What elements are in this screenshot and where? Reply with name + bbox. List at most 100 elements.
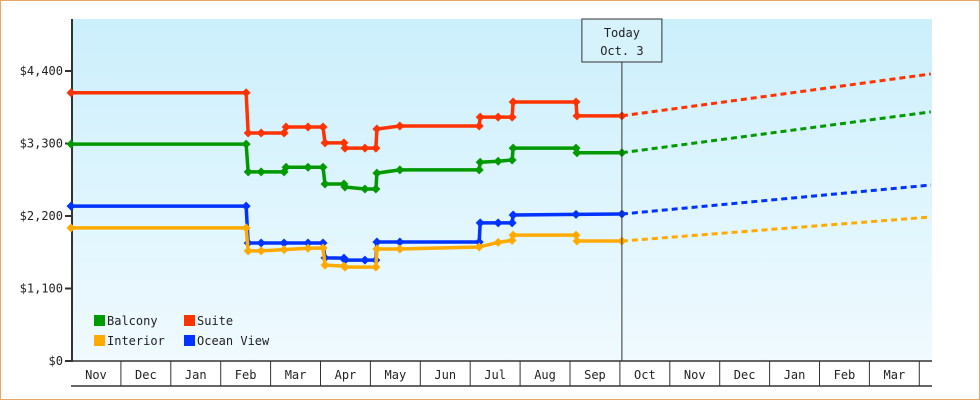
data-point xyxy=(360,184,370,194)
legend-swatch-ocean-view xyxy=(184,335,195,346)
legend-swatch-interior xyxy=(94,335,105,346)
month-label: May xyxy=(385,368,407,382)
data-point xyxy=(372,244,382,254)
data-point xyxy=(243,128,253,138)
month-label: Mar xyxy=(285,368,307,382)
data-point xyxy=(303,238,313,248)
series-suite xyxy=(66,72,931,153)
data-point xyxy=(281,162,291,172)
data-point xyxy=(66,201,76,211)
data-point xyxy=(493,156,503,166)
forecast-line xyxy=(621,183,931,216)
data-point xyxy=(372,237,382,247)
data-point xyxy=(507,235,517,245)
legend-label: Balcony xyxy=(107,314,158,328)
series-balcony xyxy=(66,110,931,194)
data-point xyxy=(340,262,350,272)
series-interior xyxy=(66,215,931,272)
month-label: Aug xyxy=(534,368,556,382)
data-point xyxy=(281,122,291,132)
month-label: Nov xyxy=(85,368,107,382)
y-tick-label: $0 xyxy=(49,354,63,368)
data-point xyxy=(572,111,582,121)
legend-label: Interior xyxy=(107,334,165,348)
data-point xyxy=(474,121,484,131)
data-point xyxy=(340,255,350,265)
y-tick-label: $2,200 xyxy=(20,209,63,223)
data-point xyxy=(256,128,266,138)
data-point xyxy=(493,112,503,122)
data-point xyxy=(371,262,381,272)
y-axis: $0 $1,100 $2,200 $3,300 $4,400 xyxy=(20,19,73,368)
data-point xyxy=(243,167,253,177)
legend-swatch-balcony xyxy=(94,315,105,326)
data-point xyxy=(66,88,76,98)
data-point xyxy=(508,210,518,220)
forecast-line xyxy=(621,110,931,155)
data-point xyxy=(318,122,328,132)
month-label: Mar xyxy=(884,368,906,382)
data-point xyxy=(360,255,370,265)
data-point xyxy=(360,143,370,153)
data-point xyxy=(66,223,76,233)
month-label: Apr xyxy=(335,368,357,382)
data-point xyxy=(279,245,289,255)
y-tick-label: $3,300 xyxy=(20,137,63,151)
data-point xyxy=(241,88,251,98)
data-point xyxy=(318,238,328,248)
y-tick-label: $4,400 xyxy=(20,64,63,78)
month-label: Sep xyxy=(584,368,606,382)
data-point xyxy=(371,184,381,194)
data-point xyxy=(508,97,518,107)
forecast-line xyxy=(621,72,931,118)
data-point xyxy=(507,155,517,165)
data-point xyxy=(571,97,581,107)
data-point xyxy=(241,139,251,149)
data-point xyxy=(571,209,581,219)
data-point xyxy=(340,182,350,192)
plot-area xyxy=(72,19,932,361)
data-point xyxy=(493,237,503,247)
data-point xyxy=(318,243,328,253)
data-point xyxy=(320,260,330,270)
data-point xyxy=(474,242,484,252)
month-label: Dec xyxy=(135,368,157,382)
month-label: Feb xyxy=(235,368,257,382)
legend-label: Ocean View xyxy=(197,334,270,348)
data-point xyxy=(303,122,313,132)
today-label: Today xyxy=(604,26,640,40)
today-date: Oct. 3 xyxy=(600,44,643,58)
month-label: Jun xyxy=(434,368,456,382)
data-point xyxy=(320,179,330,189)
data-point xyxy=(572,148,582,158)
data-point xyxy=(475,157,485,167)
data-point xyxy=(508,143,518,153)
data-point xyxy=(66,139,76,149)
data-point xyxy=(474,237,484,247)
data-point xyxy=(303,243,313,253)
data-point xyxy=(371,143,381,153)
data-point xyxy=(507,218,517,228)
data-point xyxy=(475,218,485,228)
data-point xyxy=(318,162,328,172)
legend-swatch-suite xyxy=(184,315,195,326)
month-label: Jan xyxy=(185,368,207,382)
data-point xyxy=(507,112,517,122)
month-label: Jan xyxy=(784,368,806,382)
data-point xyxy=(303,162,313,172)
data-point xyxy=(572,236,582,246)
month-label: Dec xyxy=(734,368,756,382)
data-point xyxy=(241,223,251,233)
y-tick-label: $1,100 xyxy=(20,282,63,296)
data-point xyxy=(475,112,485,122)
month-label: Oct xyxy=(634,368,656,382)
data-point xyxy=(372,168,382,178)
today-marker: Today Oct. 3 xyxy=(581,18,663,361)
data-point xyxy=(493,218,503,228)
month-label: Jul xyxy=(484,368,506,382)
data-point xyxy=(395,165,405,175)
data-point xyxy=(256,238,266,248)
data-point xyxy=(395,237,405,247)
